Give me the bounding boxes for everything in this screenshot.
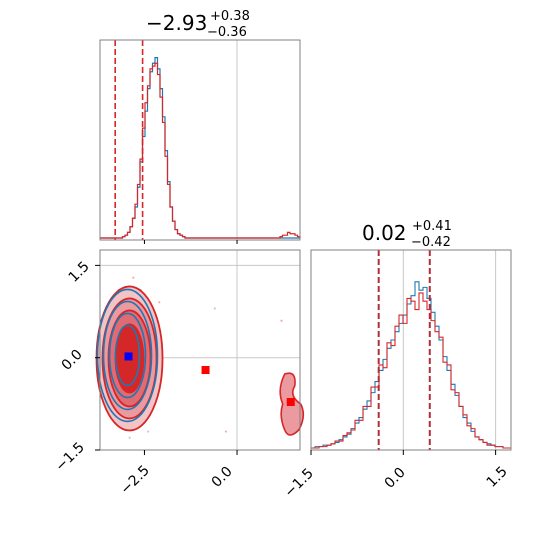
- joint-sample-point: [158, 301, 161, 304]
- param2-marginal-panel: [310, 249, 512, 455]
- param1-title-plus: +0.38: [210, 9, 250, 24]
- joint-series-a-contour-4: [114, 324, 141, 387]
- param2-hist-series-b: [311, 292, 511, 449]
- param1-hist-series-b: [100, 62, 301, 239]
- joint-sample-point: [224, 430, 228, 433]
- param1-title: −2.93 +0.38 −0.36: [146, 9, 250, 40]
- joint-sample-point: [213, 307, 216, 310]
- param1-marginal-panel: [99, 39, 301, 244]
- y-tick-label-1: 1.5: [66, 259, 93, 286]
- joint-y-tick-labels: 1.5 0.0 −1.5: [52, 259, 92, 475]
- param2-title-plus: +0.41: [412, 219, 452, 234]
- joint-series-a-contour-1: [96, 288, 159, 423]
- param1-hist-series-a: [100, 57, 300, 239]
- param2-title: 0.02 +0.41 −0.42: [362, 219, 452, 250]
- right-x-tick-labels: −1.5 0.0 1.5: [281, 464, 510, 501]
- joint-blue-marker: [124, 352, 133, 361]
- joint-frame: [99, 249, 301, 451]
- joint-panel: [95, 249, 305, 455]
- param1-title-minus: −0.36: [207, 25, 247, 40]
- x-tick-label-2: 0.0: [209, 464, 236, 491]
- param2-title-minus: −0.42: [411, 235, 451, 250]
- joint-sample-point: [128, 436, 131, 439]
- joint-sample-point: [280, 319, 283, 322]
- joint-series-a-contour-2: [102, 300, 153, 411]
- y-tick-label-3: −1.5: [52, 439, 87, 474]
- x-tick-label-1: −2.5: [117, 462, 152, 497]
- x2-tick-label-3: 1.5: [484, 464, 511, 491]
- y-tick-label-2: 0.0: [59, 347, 86, 374]
- param1-title-value: −2.93: [146, 11, 207, 35]
- joint-sample-point: [132, 276, 135, 279]
- param1-frame: [99, 39, 301, 241]
- param2-title-value: 0.02: [362, 221, 407, 245]
- joint-red-marker-1: [201, 366, 210, 374]
- param2-frame: [310, 249, 512, 451]
- x2-tick-label-1: −1.5: [281, 465, 316, 500]
- x2-tick-label-2: 0.0: [382, 465, 409, 492]
- joint-series-a-contour-3: [108, 312, 147, 399]
- joint-sample-point: [147, 430, 150, 433]
- param2-hist-series-a: [311, 281, 511, 449]
- joint-red-marker-2: [286, 398, 295, 406]
- joint-x-tick-labels: −2.5 0.0: [117, 462, 235, 497]
